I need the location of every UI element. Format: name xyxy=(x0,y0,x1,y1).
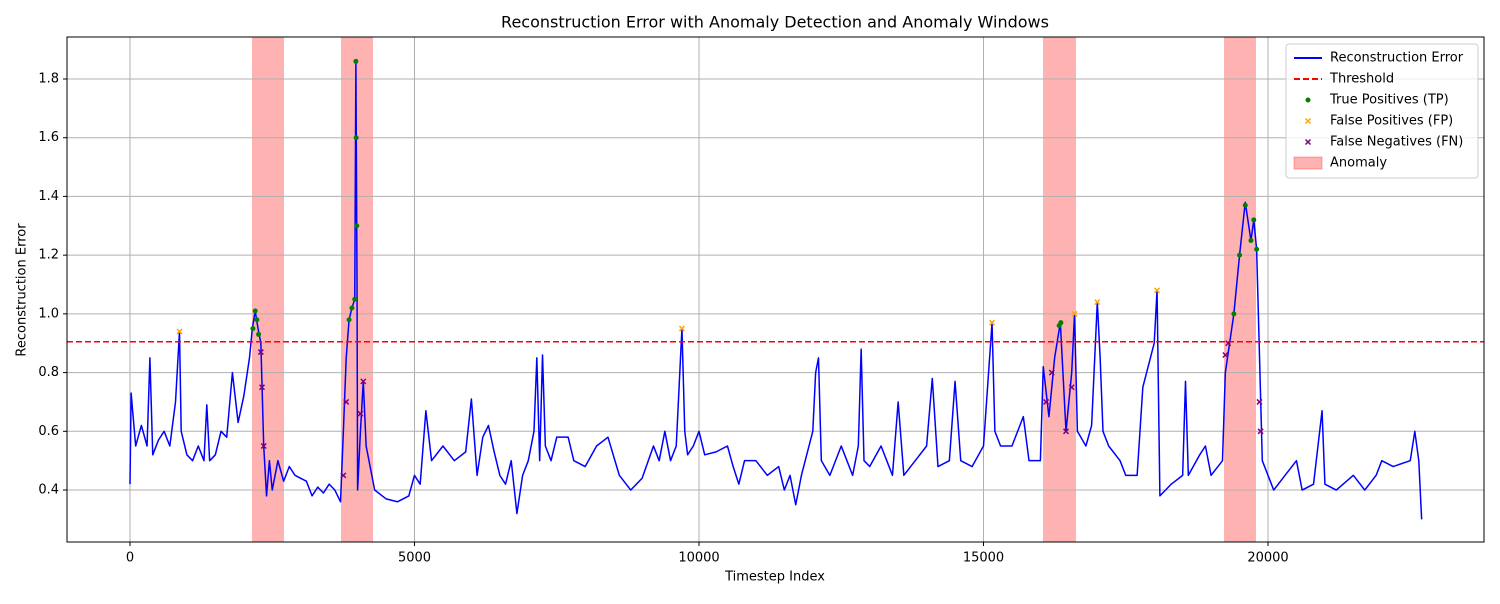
legend-label: Reconstruction Error xyxy=(1330,51,1464,66)
scatter-point xyxy=(250,326,256,332)
scatter-point xyxy=(1242,202,1248,208)
legend-label: Threshold xyxy=(1329,72,1394,87)
scatter-point xyxy=(678,325,685,332)
scatter-point xyxy=(340,472,347,479)
scatter-point xyxy=(256,331,262,337)
x-tick-label: 15000 xyxy=(963,551,1004,566)
x-tick-label: 0 xyxy=(126,551,134,566)
legend-label: False Negatives (FN) xyxy=(1330,135,1463,150)
scatter-point xyxy=(1068,384,1075,391)
chart-title: Reconstruction Error with Anomaly Detect… xyxy=(501,13,1049,32)
y-axis-label: Reconstruction Error xyxy=(15,223,30,357)
anomaly-window xyxy=(1042,37,1076,542)
scatter-point xyxy=(343,398,350,405)
scatter-point xyxy=(1043,398,1050,405)
y-tick-label: 0.4 xyxy=(38,483,59,498)
scatter-point xyxy=(260,442,267,450)
legend-label: False Positives (FP) xyxy=(1330,114,1453,129)
scatter-point xyxy=(989,319,996,326)
legend-box xyxy=(1285,43,1479,179)
scatter-point xyxy=(1071,310,1078,317)
scatter-point xyxy=(1254,246,1260,252)
scatter-point xyxy=(1154,287,1161,294)
anomaly-window xyxy=(251,37,285,542)
legend-swatch xyxy=(1293,156,1323,170)
scatter-point xyxy=(349,305,355,311)
y-tick-label: 1.6 xyxy=(38,130,59,145)
y-tick-label: 1.2 xyxy=(38,248,59,263)
y-tick-label: 1.4 xyxy=(38,189,59,204)
legend-swatch xyxy=(1304,117,1312,125)
scatter-point xyxy=(353,58,359,64)
x-axis-label: Timestep Index xyxy=(724,570,825,585)
anomaly-window xyxy=(1224,37,1256,542)
scatter-point xyxy=(176,328,183,335)
x-tick-label: 10000 xyxy=(678,551,719,566)
legend: Reconstruction Error Threshold True Positi… xyxy=(1285,43,1479,179)
scatter-point xyxy=(252,308,258,314)
scatter-point xyxy=(254,317,260,323)
y-tick-label: 0.6 xyxy=(38,424,59,439)
y-tick-label: 0.8 xyxy=(38,365,59,380)
scatter-point xyxy=(346,317,352,323)
scatter-point xyxy=(1257,428,1264,435)
scatter-point xyxy=(1062,428,1070,435)
y-tick-label: 1.0 xyxy=(38,306,59,321)
scatter-point xyxy=(1237,252,1243,258)
y-tick-label: 1.8 xyxy=(38,71,59,86)
scatter-point xyxy=(353,135,359,141)
scatter-point xyxy=(258,384,266,391)
scatter-point xyxy=(1094,299,1101,306)
legend-label: Anomaly xyxy=(1330,156,1387,171)
scatter-point xyxy=(1251,217,1257,223)
x-tick-label: 20000 xyxy=(1247,551,1288,566)
scatter-point xyxy=(352,296,358,302)
scatter-point xyxy=(1222,351,1229,359)
scatter-point xyxy=(1248,237,1254,243)
scatter-point xyxy=(1231,311,1237,317)
scatter-point xyxy=(360,378,367,385)
scatter-point xyxy=(1048,369,1055,376)
scatter-point xyxy=(1256,398,1263,405)
error-line xyxy=(129,60,1423,520)
plot-frame xyxy=(66,36,1485,543)
x-tick-label: 5000 xyxy=(398,551,431,566)
scatter-point xyxy=(357,410,364,417)
legend-swatch xyxy=(1304,138,1312,146)
scatter-point xyxy=(354,223,360,229)
legend-label: True Positives (TP) xyxy=(1329,93,1449,108)
scatter-point xyxy=(257,349,264,356)
scatter-point xyxy=(1058,320,1064,326)
legend-swatch xyxy=(1305,97,1311,103)
